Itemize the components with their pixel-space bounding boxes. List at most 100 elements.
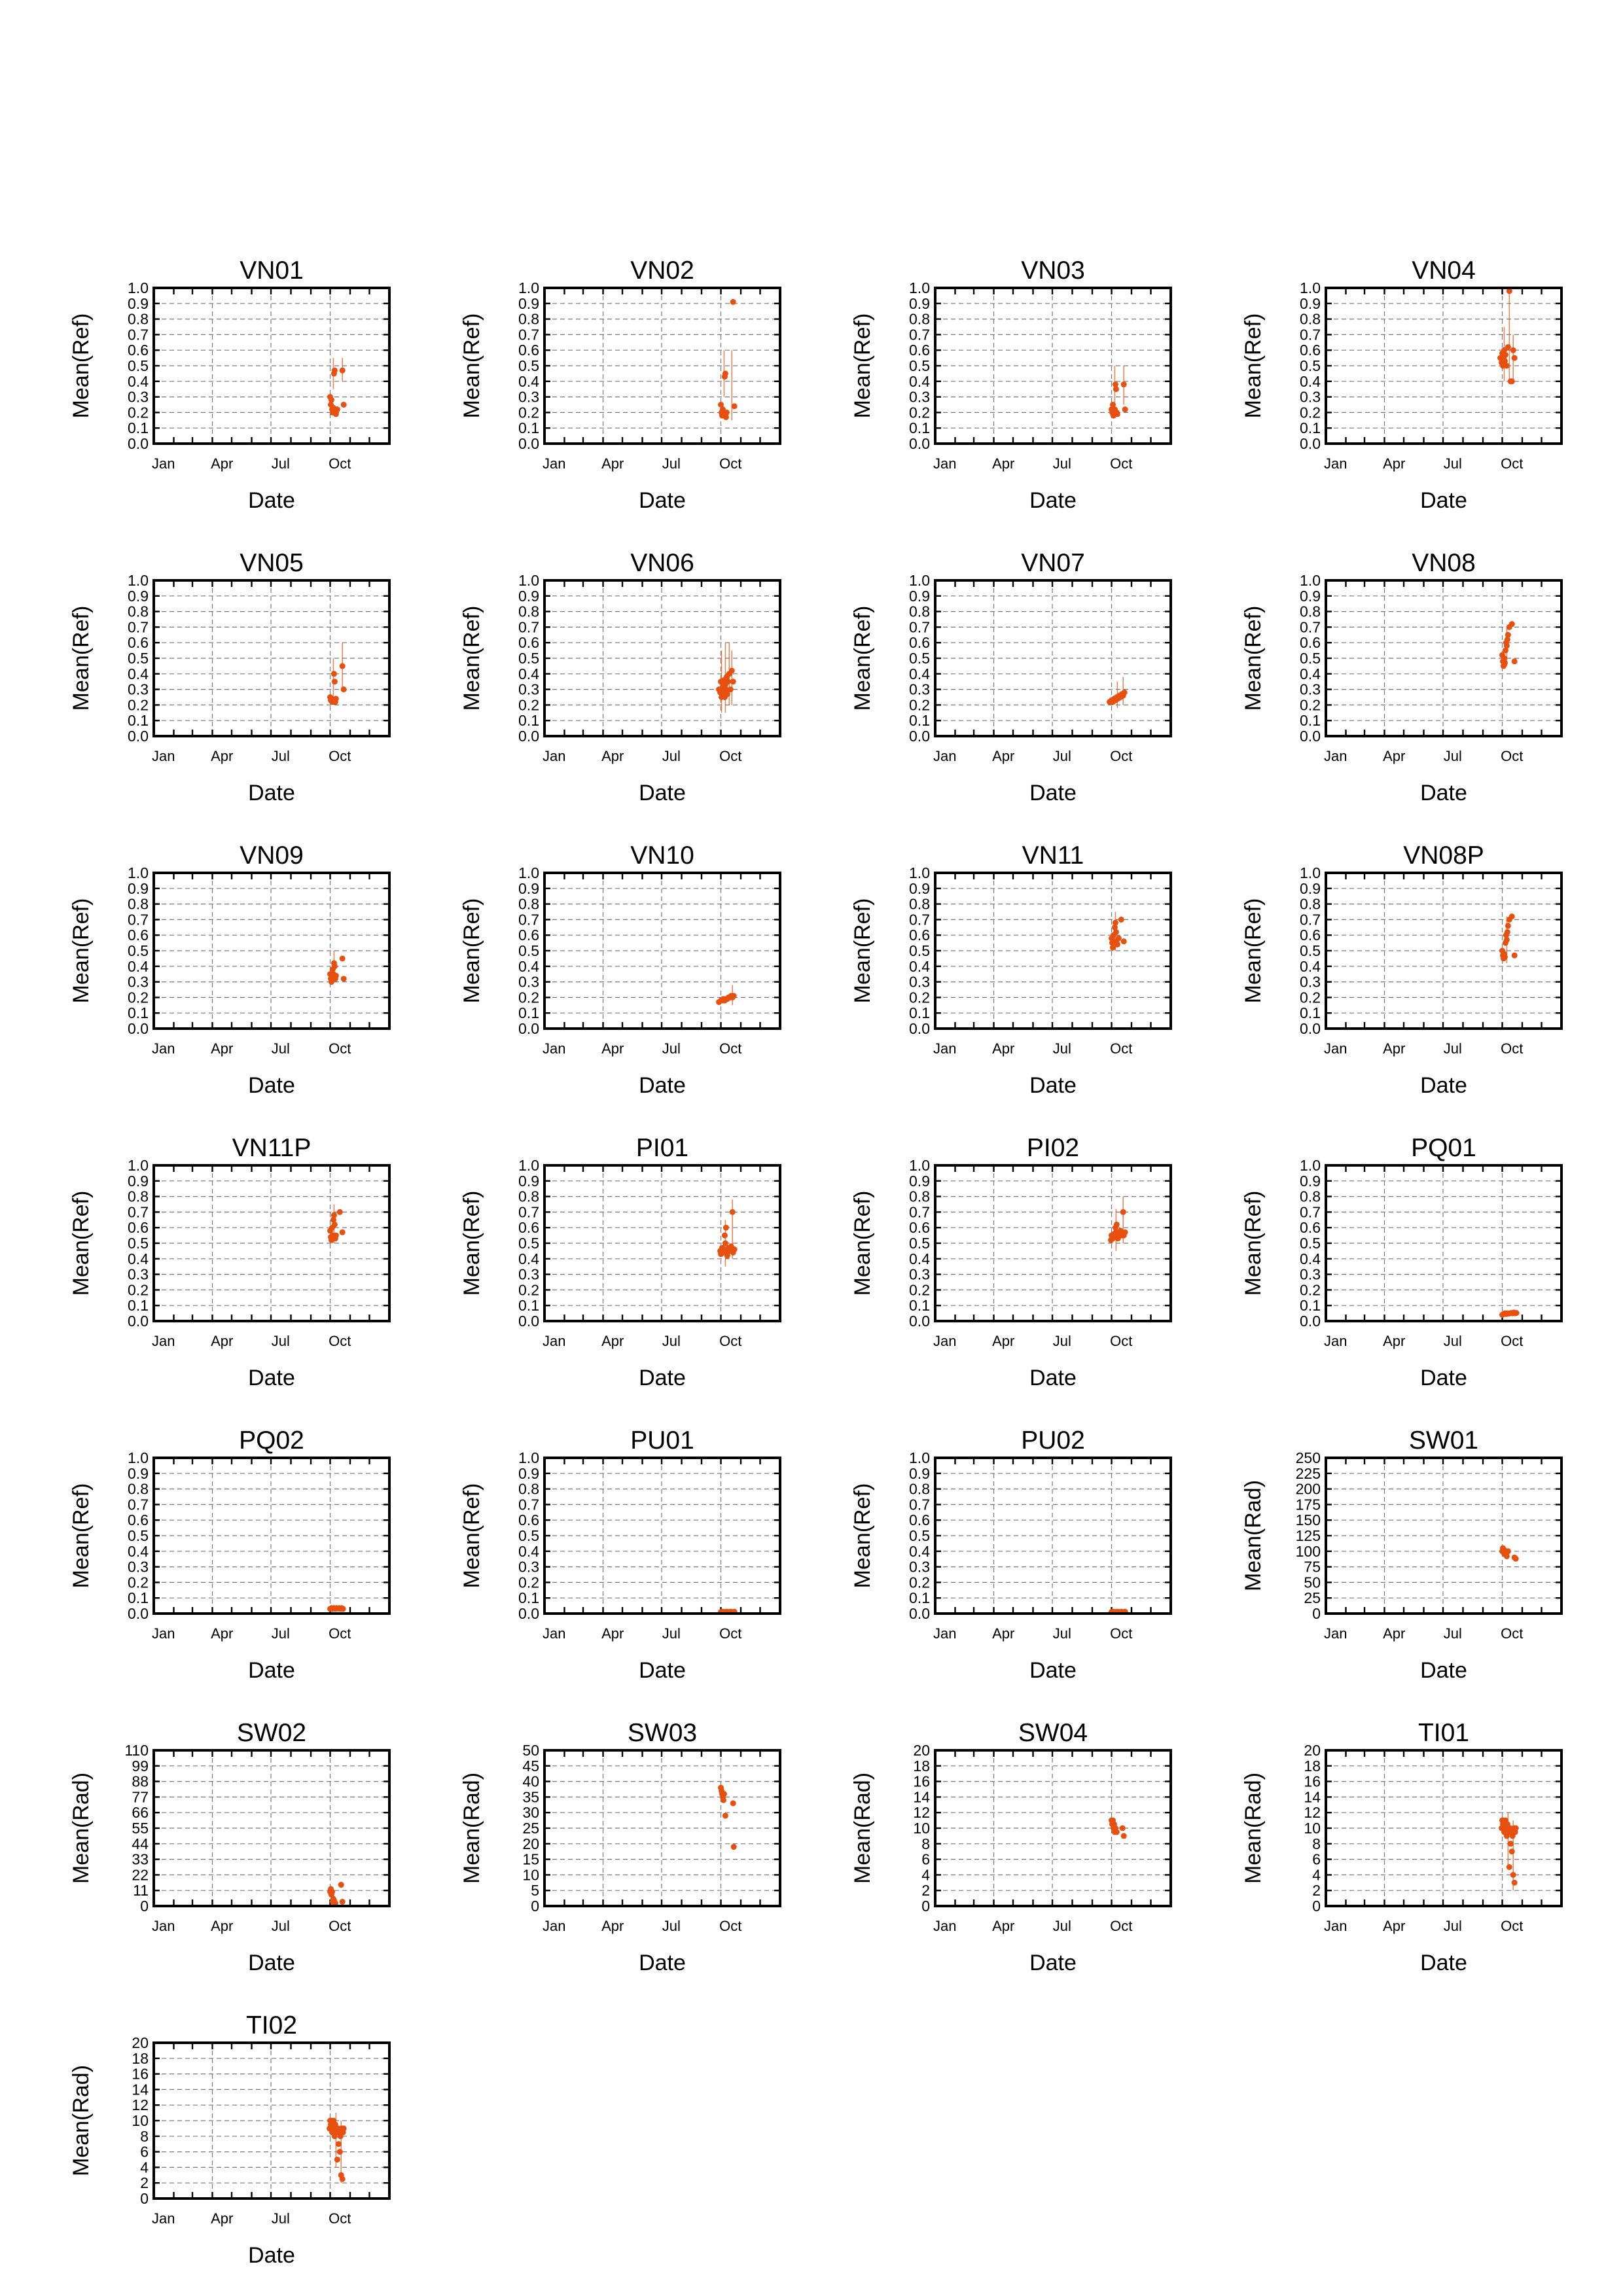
x-tick-label: Oct bbox=[1501, 1333, 1523, 1349]
y-tick-label: 45 bbox=[522, 1757, 539, 1775]
y-tick-label: 0.9 bbox=[518, 880, 539, 897]
y-tick-label: 0.3 bbox=[909, 974, 930, 991]
y-tick-label: 225 bbox=[1296, 1465, 1321, 1482]
x-tick-label: Jul bbox=[272, 2210, 290, 2227]
y-tick-label: 0.5 bbox=[518, 942, 539, 959]
x-tick-label: Jul bbox=[272, 1918, 290, 1934]
y-tick-label: 0.2 bbox=[1300, 1281, 1321, 1298]
data-point bbox=[1511, 658, 1518, 665]
y-tick-label: 25 bbox=[522, 1820, 539, 1837]
y-tick-label: 0.7 bbox=[1300, 911, 1321, 928]
x-tick-label: Jul bbox=[1053, 455, 1071, 472]
x-tick-label: Oct bbox=[329, 1918, 351, 1934]
x-axis-label: Date bbox=[1029, 1073, 1077, 1098]
y-tick-label: 0.6 bbox=[128, 634, 149, 651]
y-tick-label: 1.0 bbox=[128, 279, 149, 296]
y-tick-label: 10 bbox=[522, 1866, 539, 1883]
y-tick-label: 18 bbox=[132, 2050, 149, 2067]
data-point bbox=[1112, 381, 1118, 388]
y-tick-label: 0.2 bbox=[1300, 696, 1321, 713]
y-tick-label: 20 bbox=[132, 2034, 149, 2051]
y-axis-label: Mean(Ref) bbox=[69, 1483, 94, 1589]
y-tick-label: 0.8 bbox=[518, 1188, 539, 1205]
y-tick-label: 0.7 bbox=[518, 618, 539, 635]
chart-title: VN02 bbox=[630, 256, 694, 285]
y-tick-label: 0.2 bbox=[1300, 989, 1321, 1006]
y-tick-label: 6 bbox=[140, 2144, 149, 2161]
y-tick-label: 0.5 bbox=[518, 357, 539, 374]
x-tick-label: Apr bbox=[992, 1918, 1014, 1934]
y-tick-label: 0.1 bbox=[128, 712, 149, 729]
data-point bbox=[724, 691, 730, 698]
y-axis-label: Mean(Ref) bbox=[1241, 313, 1266, 419]
y-axis-label: Mean(Ref) bbox=[459, 1483, 484, 1589]
y-tick-label: 0.5 bbox=[1300, 357, 1321, 374]
chart-title: VN07 bbox=[1021, 549, 1085, 577]
x-tick-label: Oct bbox=[1110, 1040, 1132, 1057]
y-tick-label: 0.4 bbox=[1300, 665, 1321, 682]
data-point bbox=[330, 671, 337, 677]
y-tick-label: 0.0 bbox=[909, 1313, 930, 1330]
y-tick-label: 0.4 bbox=[518, 1543, 539, 1560]
x-tick-label: Jan bbox=[152, 1918, 175, 1934]
y-tick-label: 0.3 bbox=[518, 1266, 539, 1283]
chart-title: VN11P bbox=[232, 1134, 312, 1162]
x-tick-label: Apr bbox=[211, 1333, 233, 1349]
x-tick-label: Jan bbox=[152, 1625, 175, 1642]
chart-panel-pi01: 0.00.10.20.30.40.50.60.70.80.91.0 Jan Apr J… bbox=[459, 1134, 781, 1390]
y-tick-label: 125 bbox=[1296, 1527, 1321, 1544]
chart-panel-vn11: 0.00.10.20.30.40.50.60.70.80.91.0 Jan Apr J… bbox=[850, 841, 1172, 1098]
x-tick-label: Oct bbox=[719, 748, 741, 764]
chart-title: PI01 bbox=[636, 1134, 688, 1162]
x-tick-label: Oct bbox=[719, 1918, 741, 1934]
data-point bbox=[340, 686, 347, 693]
y-axis-label: Mean(Ref) bbox=[69, 313, 94, 419]
plot-frame bbox=[1325, 579, 1563, 737]
y-tick-label: 20 bbox=[913, 1742, 930, 1759]
y-tick-label: 0.6 bbox=[909, 1219, 930, 1236]
y-tick-label: 0.4 bbox=[518, 665, 539, 682]
y-tick-label: 0.5 bbox=[909, 1235, 930, 1252]
data-point bbox=[1504, 928, 1510, 935]
x-tick-label: Jul bbox=[662, 455, 681, 472]
data-point bbox=[730, 1800, 736, 1807]
y-tick-label: 0.7 bbox=[909, 1496, 930, 1513]
data-point bbox=[1120, 938, 1127, 945]
x-tick-label: Jul bbox=[272, 1333, 290, 1349]
data-point bbox=[1120, 381, 1127, 388]
data-point bbox=[1506, 1864, 1512, 1870]
y-tick-label: 0.7 bbox=[128, 1496, 149, 1513]
y-tick-label: 1.0 bbox=[1300, 1157, 1321, 1174]
data-point bbox=[334, 2157, 340, 2163]
y-tick-label: 200 bbox=[1296, 1481, 1321, 1498]
x-tick-label: Oct bbox=[719, 1333, 741, 1349]
plot-frame bbox=[934, 579, 1172, 737]
y-tick-label: 0.7 bbox=[128, 911, 149, 928]
plot-frame bbox=[1325, 1164, 1563, 1322]
y-tick-label: 0.4 bbox=[518, 958, 539, 975]
y-tick-label: 0.2 bbox=[909, 989, 930, 1006]
y-tick-label: 0.5 bbox=[128, 942, 149, 959]
y-tick-label: 1.0 bbox=[128, 572, 149, 589]
data-point bbox=[335, 2141, 342, 2147]
y-tick-label: 0.4 bbox=[128, 373, 149, 390]
x-axis-label: Date bbox=[1029, 1951, 1077, 1975]
data-point bbox=[1109, 944, 1116, 951]
y-tick-label: 0 bbox=[1312, 1898, 1321, 1915]
data-point bbox=[1113, 1829, 1120, 1835]
data-point bbox=[340, 1606, 346, 1612]
y-tick-label: 20 bbox=[1304, 1742, 1321, 1759]
y-tick-label: 1.0 bbox=[909, 1157, 930, 1174]
y-tick-label: 11 bbox=[133, 1882, 149, 1899]
data-point bbox=[1508, 1848, 1515, 1855]
x-tick-label: Jan bbox=[933, 1918, 956, 1934]
x-axis-label: Date bbox=[1420, 488, 1467, 513]
data-point bbox=[1502, 351, 1508, 358]
y-tick-label: 0.9 bbox=[128, 588, 149, 605]
x-tick-label: Jul bbox=[662, 1918, 681, 1934]
x-axis-label: Date bbox=[248, 1366, 295, 1390]
y-tick-label: 0.1 bbox=[518, 1589, 539, 1606]
x-tick-label: Jan bbox=[1324, 455, 1347, 472]
